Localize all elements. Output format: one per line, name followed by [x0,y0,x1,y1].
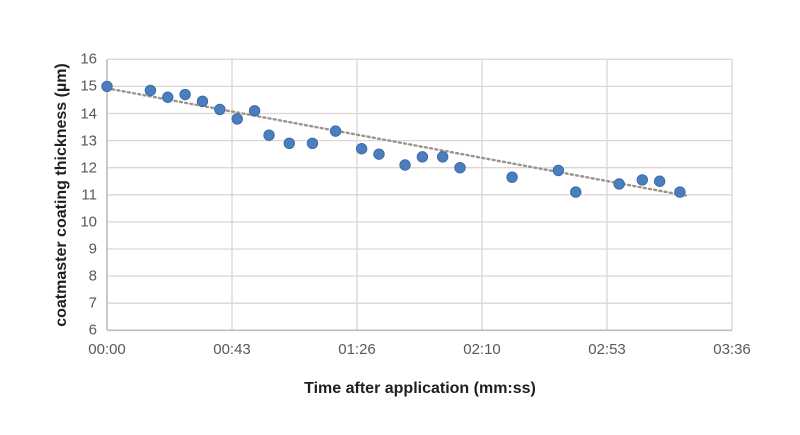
data-point [283,137,295,150]
data-point [416,151,429,163]
x-tick-label: 01:26 [338,341,376,358]
y-tick-label: 12 [80,159,97,177]
y-tick-label: 8 [88,267,97,285]
x-tick-label: 03:36 [713,341,751,358]
data-point [144,84,157,97]
data-point [355,143,368,155]
x-tick-label: 00:00 [88,341,126,358]
data-point [674,186,686,198]
data-point [436,151,449,163]
data-point [613,178,625,190]
data-point [306,137,319,150]
x-axis-title: Time after application (mm:ss) [304,380,536,397]
y-tick-label: 10 [80,213,97,231]
y-tick-label: 14 [80,105,97,122]
data-point [196,95,209,108]
data-point [248,105,261,117]
y-axis-title: coatmaster coating thickness (µm) [53,63,70,327]
data-point [454,162,466,174]
x-tick-label: 00:43 [213,341,251,358]
data-point [179,88,191,101]
data-point [101,80,113,93]
x-tick-label: 02:53 [588,341,626,358]
data-point [552,164,565,177]
y-tick-label: 7 [88,294,97,312]
data-point [570,186,582,198]
y-tick-label: 13 [80,132,97,150]
data-point [162,91,174,103]
data-point [399,159,411,171]
data-point [653,175,666,187]
data-point [373,148,385,160]
data-point [231,113,243,125]
data-point [506,171,518,183]
y-tick-label: 15 [80,77,97,95]
y-tick-label: 6 [88,321,97,339]
data-point [214,103,226,116]
data-point [263,129,275,141]
y-tick-label: 16 [80,50,97,68]
trendline [105,87,687,197]
data-point [636,174,649,186]
y-tick-label: 9 [88,240,97,258]
data-point [329,125,342,137]
x-tick-label: 02:10 [463,341,501,358]
y-tick-label: 11 [81,186,97,204]
